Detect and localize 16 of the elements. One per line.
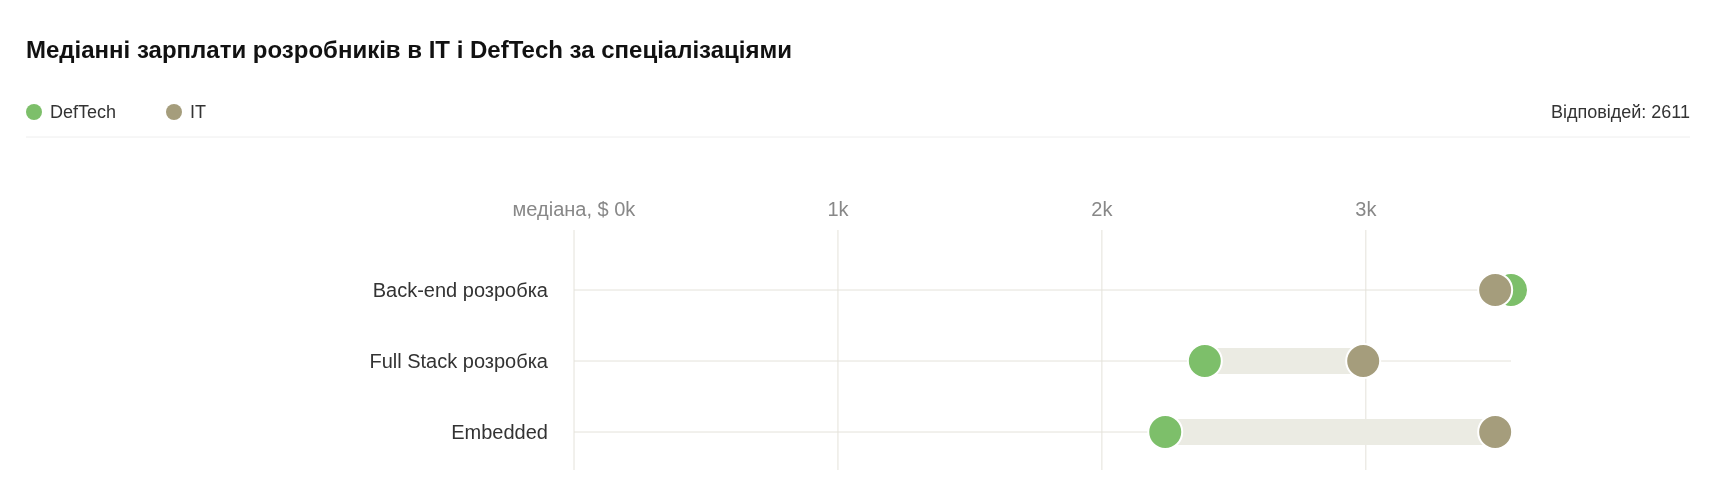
y-tick-label: Full Stack розробка (369, 350, 549, 372)
x-tick-label: 3k (1355, 198, 1378, 220)
x-tick-label: 1k (827, 198, 850, 220)
point (1147, 414, 1184, 450)
y-tick-label: Back-end розробка (372, 279, 549, 301)
legend-label: IT (190, 102, 206, 122)
chart-title: Медіанні зарплати розробників в IT і DefTech за спеціалізаціями (26, 36, 792, 63)
point (1345, 343, 1382, 379)
point (1477, 414, 1514, 450)
y-tick-label: Embedded (451, 421, 548, 443)
point (1477, 272, 1514, 308)
text: Відповідей: 2611 (1550, 102, 1690, 122)
legend-label: DefTech (50, 102, 117, 122)
x-tick-label: 2k (1091, 198, 1114, 220)
point (1186, 343, 1223, 379)
x-tick-label: медіана, $ 0k (512, 198, 637, 220)
